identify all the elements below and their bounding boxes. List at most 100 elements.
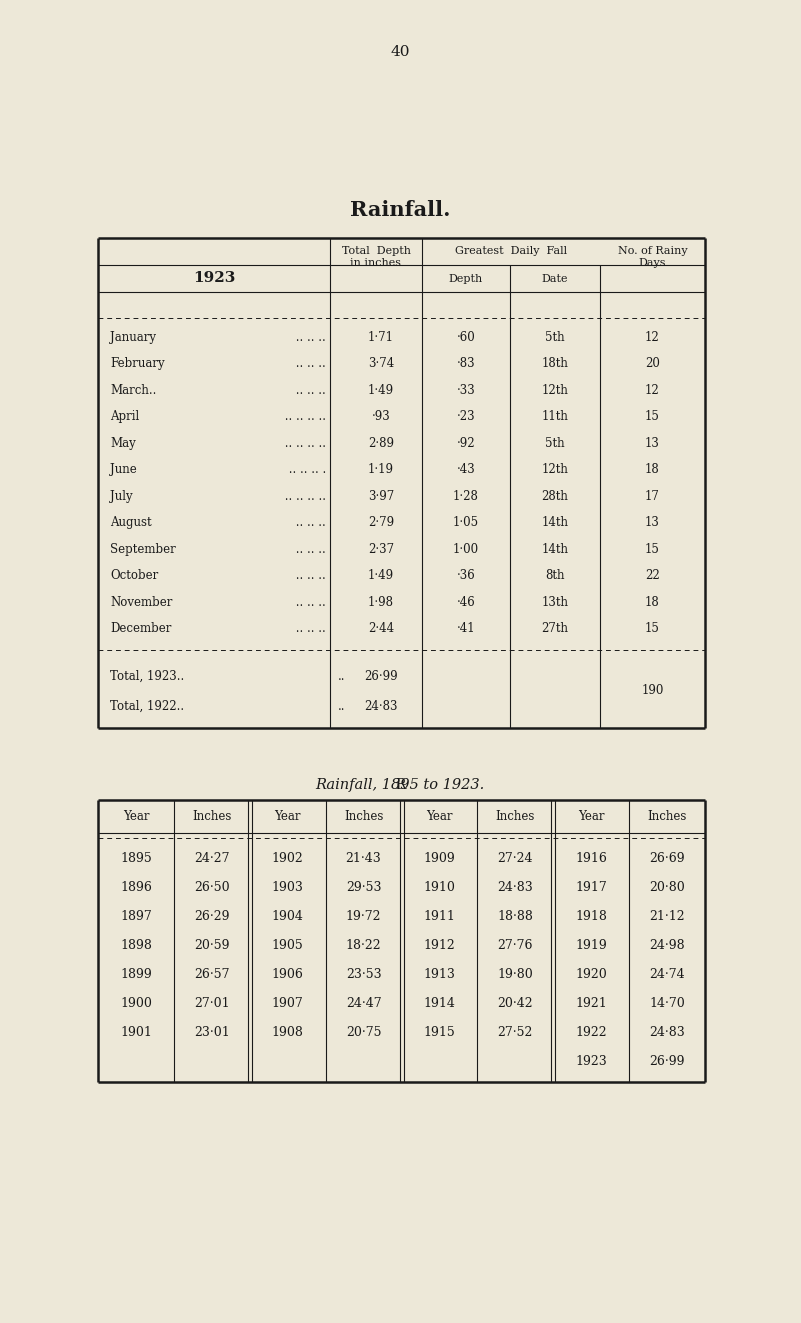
Text: September: September	[110, 542, 175, 556]
Text: 1907: 1907	[272, 998, 304, 1009]
Text: Inches: Inches	[344, 810, 383, 823]
Text: 13th: 13th	[541, 595, 569, 609]
Text: 24·74: 24·74	[650, 968, 685, 980]
Text: Days: Days	[638, 258, 666, 269]
Text: 26·57: 26·57	[194, 968, 230, 980]
Text: 26·29: 26·29	[194, 910, 230, 923]
Text: .. .. .. ..: .. .. .. ..	[281, 410, 326, 423]
Text: 40: 40	[390, 45, 410, 60]
Text: 1909: 1909	[424, 852, 455, 865]
Text: .. .. ..: .. .. ..	[292, 542, 326, 556]
Text: 1·00: 1·00	[453, 542, 479, 556]
Text: February: February	[110, 357, 165, 370]
Text: .. .. ..: .. .. ..	[292, 516, 326, 529]
Text: ..: ..	[338, 669, 345, 683]
Text: 29·53: 29·53	[346, 881, 381, 894]
Text: 12: 12	[645, 331, 660, 344]
Text: in inches: in inches	[351, 258, 401, 269]
Text: Year: Year	[123, 810, 149, 823]
Text: Year: Year	[578, 810, 605, 823]
Text: 1·49: 1·49	[368, 569, 394, 582]
Text: ·41: ·41	[457, 622, 475, 635]
Text: 24·83: 24·83	[497, 881, 533, 894]
Text: 1·19: 1·19	[368, 463, 394, 476]
Text: 1913: 1913	[424, 968, 456, 980]
Text: June: June	[110, 463, 140, 476]
Text: No. of Rainy: No. of Rainy	[618, 246, 687, 255]
Text: August: August	[110, 516, 151, 529]
Text: 24·98: 24·98	[650, 939, 685, 953]
Text: 18: 18	[645, 595, 660, 609]
Text: 1908: 1908	[272, 1027, 304, 1039]
Text: .. .. ..: .. .. ..	[292, 384, 326, 397]
Text: 12th: 12th	[541, 463, 569, 476]
Text: 26·69: 26·69	[650, 852, 685, 865]
Text: 1916: 1916	[575, 852, 607, 865]
Text: 1·28: 1·28	[453, 490, 479, 503]
Text: 1923: 1923	[193, 271, 235, 286]
Text: Total, 1922..: Total, 1922..	[110, 700, 184, 713]
Text: .. .. ..: .. .. ..	[292, 331, 326, 344]
Text: 28th: 28th	[541, 490, 569, 503]
Text: Rainfall.: Rainfall.	[350, 200, 450, 220]
Text: 1914: 1914	[424, 998, 456, 1009]
Text: 1903: 1903	[272, 881, 304, 894]
Text: ·43: ·43	[457, 463, 475, 476]
Text: 1915: 1915	[424, 1027, 455, 1039]
Text: 11th: 11th	[541, 410, 569, 423]
Text: March..: March..	[110, 384, 156, 397]
Text: 27·24: 27·24	[497, 852, 533, 865]
Text: Inches: Inches	[496, 810, 535, 823]
Text: 14th: 14th	[541, 542, 569, 556]
Text: Greatest  Daily  Fall: Greatest Daily Fall	[455, 246, 567, 257]
Text: 1·49: 1·49	[368, 384, 394, 397]
Text: 15: 15	[645, 542, 660, 556]
Text: 1896: 1896	[120, 881, 152, 894]
Text: .. .. ..: .. .. ..	[292, 595, 326, 609]
Text: 18: 18	[645, 463, 660, 476]
Text: 20·75: 20·75	[346, 1027, 381, 1039]
Text: 20·59: 20·59	[194, 939, 230, 953]
Text: April: April	[110, 410, 139, 423]
Text: Inches: Inches	[192, 810, 231, 823]
Text: Total, 1923..: Total, 1923..	[110, 669, 184, 683]
Text: 2·79: 2·79	[368, 516, 394, 529]
Text: ·23: ·23	[457, 410, 475, 423]
Text: 21·43: 21·43	[346, 852, 381, 865]
Text: 12: 12	[645, 384, 660, 397]
Text: 1904: 1904	[272, 910, 304, 923]
Text: 1906: 1906	[272, 968, 304, 980]
Text: 1917: 1917	[575, 881, 607, 894]
Text: 23·01: 23·01	[194, 1027, 230, 1039]
Text: Year: Year	[275, 810, 301, 823]
Text: January: January	[110, 331, 156, 344]
Text: 19·72: 19·72	[346, 910, 381, 923]
Text: Date: Date	[541, 274, 568, 283]
Text: 1·71: 1·71	[368, 331, 394, 344]
Text: 190: 190	[642, 684, 664, 697]
Text: 13: 13	[645, 437, 660, 450]
Text: ·36: ·36	[457, 569, 475, 582]
Text: 27·01: 27·01	[194, 998, 230, 1009]
Text: 1920: 1920	[575, 968, 607, 980]
Text: October: October	[110, 569, 159, 582]
Text: Inches: Inches	[647, 810, 686, 823]
Text: 14·70: 14·70	[649, 998, 685, 1009]
Text: 21·12: 21·12	[650, 910, 685, 923]
Text: 3·97: 3·97	[368, 490, 394, 503]
Text: .. .. ..: .. .. ..	[292, 622, 326, 635]
Text: 2·89: 2·89	[368, 437, 394, 450]
Text: ..: ..	[338, 700, 345, 713]
Text: 1900: 1900	[120, 998, 152, 1009]
Text: Year: Year	[426, 810, 453, 823]
Text: 1905: 1905	[272, 939, 304, 953]
Text: 27·76: 27·76	[497, 939, 533, 953]
Text: 15: 15	[645, 622, 660, 635]
Text: 26·99: 26·99	[364, 669, 398, 683]
Text: 3·74: 3·74	[368, 357, 394, 370]
Text: 18·22: 18·22	[346, 939, 381, 953]
Text: 8th: 8th	[545, 569, 565, 582]
Text: 1923: 1923	[575, 1054, 607, 1068]
Text: 15: 15	[645, 410, 660, 423]
Text: 22: 22	[645, 569, 660, 582]
